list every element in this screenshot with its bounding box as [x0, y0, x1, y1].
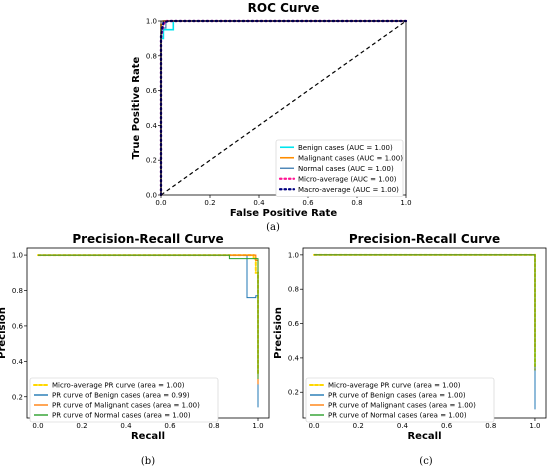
- series-line-2: [314, 254, 536, 350]
- legend-box: [305, 377, 495, 423]
- x-tick-label: 0.6: [302, 199, 314, 207]
- x-tick-label: 1.0: [529, 422, 540, 430]
- series-line-0: [313, 253, 536, 371]
- figure-caption: (a): [266, 222, 280, 233]
- y-tick-label: 0.6: [12, 322, 24, 330]
- chart-c: Precision-Recall Curve 0.0 0.2 0.4 0.6 0.8 1.0…: [273, 232, 547, 467]
- legend-entry: Micro-average PR curve (area = 1.00): [328, 382, 461, 390]
- y-tick-label: 0.8: [12, 287, 23, 295]
- chart-title: Precision-Recall Curve: [72, 232, 223, 246]
- x-axis-label: Recall: [131, 431, 165, 442]
- x-tick-label: 0.4: [120, 422, 132, 430]
- x-tick-label: 0.6: [164, 422, 176, 430]
- x-tick-label: 0.2: [76, 422, 87, 430]
- legend-entry: Macro-average (AUC = 1.00): [298, 186, 399, 194]
- y-tick-label: 0.6: [146, 87, 158, 95]
- legend-entry: PR curve of Malignant cases (area = 1.00…: [328, 402, 476, 410]
- legend: Benign cases (AUC = 1.00) Malignant cases…: [275, 139, 404, 197]
- y-tick-label: 0.2: [12, 393, 23, 401]
- legend-entry: Normal cases (AUC = 1.00): [298, 165, 394, 173]
- x-tick-label: 1.0: [252, 422, 263, 430]
- series-line-0: [37, 254, 259, 375]
- figure-caption: (c): [419, 456, 433, 467]
- legend-box: [29, 377, 219, 423]
- legend-entry: PR curve of Normal cases (area = 1.00): [328, 412, 467, 420]
- legend-entry: Micro-average PR curve (area = 1.00): [52, 382, 185, 390]
- x-tick-label: 0.8: [208, 422, 219, 430]
- x-tick-label: 0.2: [204, 199, 215, 207]
- series-line-3: [314, 254, 536, 367]
- x-tick-label: 0.0: [155, 199, 166, 207]
- legend-entry: PR curve of Malignant cases (area = 1.00…: [52, 402, 200, 410]
- chart-a: ROC Curve 0.0 0.2 0.4 0.6 0.8 1.0 0.0 0.2 0.4 0.6 0…: [131, 1, 412, 233]
- legend-entry: PR curve of Benign cases (area = 1.00): [328, 392, 466, 400]
- x-tick-label: 0.4: [253, 199, 265, 207]
- legend-entry: PR curve of Normal cases (area = 1.00): [52, 412, 191, 420]
- x-axis-label: Recall: [407, 431, 441, 442]
- series-line-3: [38, 254, 259, 379]
- series-line-2: [38, 254, 259, 385]
- legend-entry: Benign cases (AUC = 1.00): [298, 144, 393, 152]
- legend-entry: Malignant cases (AUC = 1.00): [298, 154, 403, 162]
- y-tick-label: 0.0: [146, 192, 157, 200]
- chart-title: Precision-Recall Curve: [349, 232, 500, 246]
- x-tick-label: 0.8: [351, 199, 362, 207]
- y-tick-label: 0.2: [288, 389, 299, 397]
- y-tick-label: 1.0: [12, 252, 23, 260]
- y-tick-label: 0.8: [288, 286, 299, 294]
- chart-title: ROC Curve: [248, 1, 320, 15]
- x-tick-label: 1.0: [400, 199, 411, 207]
- y-axis-label: True Positive Rate: [131, 56, 142, 159]
- y-tick-label: 1.0: [146, 18, 157, 26]
- y-axis-label: Precision: [273, 307, 284, 359]
- x-tick-label: 0.0: [32, 422, 43, 430]
- y-tick-label: 1.0: [288, 251, 299, 259]
- y-axis-label: Precision: [0, 307, 8, 359]
- legend-box: [275, 139, 404, 197]
- x-tick-label: 0.0: [308, 422, 319, 430]
- x-tick-label: 0.2: [353, 422, 364, 430]
- y-tick-label: 0.4: [146, 122, 158, 130]
- y-tick-label: 0.6: [288, 320, 300, 328]
- x-tick-label: 0.6: [441, 422, 453, 430]
- y-tick-label: 0.4: [12, 358, 24, 366]
- y-tick-label: 0.8: [146, 52, 157, 60]
- x-tick-label: 0.8: [485, 422, 496, 430]
- legend: Micro-average PR curve (area = 1.00) PR c…: [305, 377, 495, 423]
- chart-b: Precision-Recall Curve 0.0 0.2 0.4 0.6 0.8 1.0…: [0, 232, 270, 467]
- legend: Micro-average PR curve (area = 1.00) PR c…: [29, 377, 219, 423]
- legend-entry: Micro-average (AUC = 1.00): [298, 175, 397, 183]
- legend-entry: PR curve of Benign cases (area = 0.99): [52, 392, 190, 400]
- figure-caption: (b): [141, 456, 155, 467]
- y-tick-label: 0.2: [146, 157, 157, 165]
- y-tick-label: 0.4: [288, 354, 300, 362]
- x-tick-label: 0.4: [397, 422, 409, 430]
- x-axis-label: False Positive Rate: [230, 208, 337, 219]
- reference-line: [160, 20, 407, 196]
